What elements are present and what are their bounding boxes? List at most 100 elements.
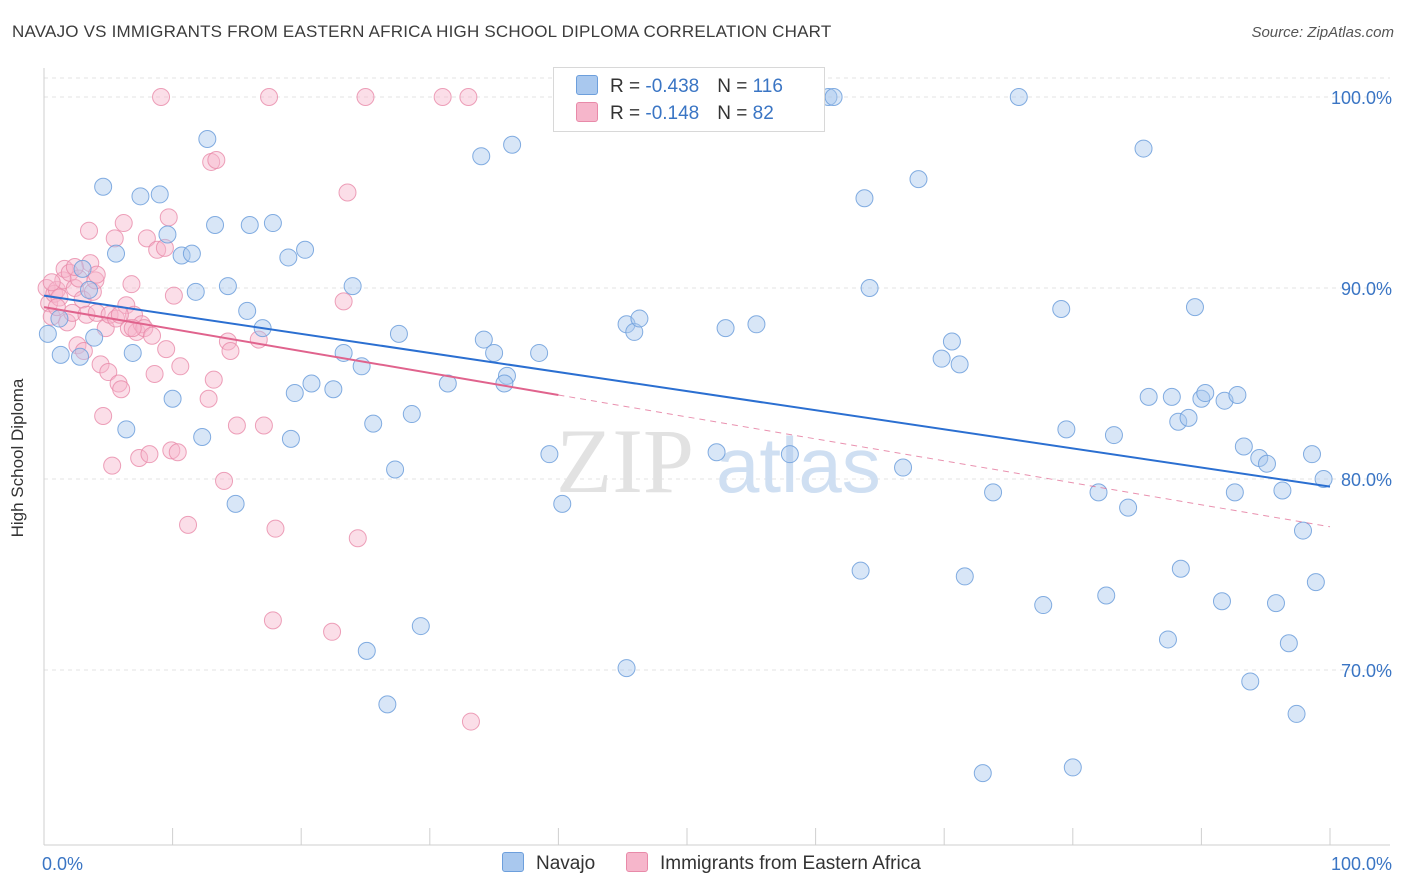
- navajo-point: [438, 374, 457, 393]
- navajo-point: [198, 130, 217, 149]
- legend-r-value: -0.148: [645, 103, 700, 124]
- navajo-point: [530, 343, 549, 362]
- eastafrica-point: [433, 88, 452, 106]
- eastafrica-point: [140, 445, 159, 464]
- navajo-point: [1212, 592, 1231, 611]
- navajo-point: [630, 309, 649, 328]
- navajo-point: [851, 561, 870, 580]
- navajo-point: [1185, 298, 1204, 317]
- bottom-legend-swatch-eastafrica: [626, 852, 648, 872]
- navajo-point: [716, 319, 735, 338]
- bottom-legend-label: Navajo: [536, 853, 596, 874]
- navajo-point: [1009, 88, 1028, 106]
- navajo-point: [1293, 521, 1312, 540]
- legend-row-eastafrica: R = -0.148 N = 82: [576, 102, 774, 126]
- eastafrica-point: [137, 229, 156, 248]
- navajo-point: [302, 374, 321, 393]
- navajo-point: [218, 277, 237, 296]
- navajo-point: [932, 349, 951, 368]
- navajo-point: [894, 458, 913, 477]
- eastafrica-point: [199, 389, 218, 408]
- navajo-point: [824, 88, 843, 106]
- navajo-point: [1139, 387, 1158, 406]
- eastafrica-point: [254, 416, 273, 435]
- navajo-point: [1052, 300, 1071, 319]
- navajo-point: [485, 343, 504, 362]
- navajo-point: [38, 324, 57, 343]
- navajo-point: [617, 659, 636, 678]
- navajo-point: [472, 147, 491, 166]
- eastafrica-point: [80, 221, 99, 240]
- navajo-point: [1225, 483, 1244, 502]
- eastafrica-point: [91, 355, 110, 374]
- navajo-point: [1097, 586, 1116, 605]
- eastafrica-point: [162, 441, 181, 460]
- eastafrica-point: [459, 88, 478, 106]
- navajo-point: [1034, 596, 1053, 615]
- navajo-point: [80, 280, 99, 299]
- navajo-point: [73, 259, 92, 278]
- eastafrica-point: [148, 240, 167, 259]
- legend-n-value: 116: [752, 76, 783, 97]
- navajo-point: [955, 567, 974, 586]
- legend-n-label: N =: [717, 76, 753, 97]
- navajo-point: [343, 277, 362, 296]
- chart-title: NAVAJO VS IMMIGRANTS FROM EASTERN AFRICA…: [12, 22, 832, 41]
- navajo-point: [364, 414, 383, 433]
- navajo-point: [279, 248, 298, 267]
- navajo-point: [131, 187, 150, 206]
- navajo-point: [1241, 672, 1260, 691]
- bottom-legend-swatch-navajo: [502, 852, 524, 872]
- navajo-point: [182, 244, 201, 263]
- legend-n-label: N =: [717, 103, 753, 124]
- navajo-point: [357, 641, 376, 660]
- eastafrica-point: [204, 370, 223, 389]
- navajo-point: [85, 328, 104, 347]
- tick-labels: 70.0% 80.0% 90.0% 100.0% 0.0% 100.0%: [42, 88, 1392, 874]
- navajo-point: [1266, 594, 1285, 613]
- x-tick-label-min: 0.0%: [42, 854, 83, 874]
- legend-r-value: -0.438: [645, 76, 700, 97]
- eastafrica-point: [145, 364, 164, 383]
- eastafrica-point: [227, 416, 246, 435]
- navajo-point: [942, 332, 961, 351]
- navajo-point: [226, 494, 245, 513]
- watermark-atlas: atlas: [716, 421, 881, 509]
- eastafrica-point: [159, 208, 178, 227]
- legend-swatch-eastafrica: [576, 102, 598, 122]
- eastafrica-point: [130, 448, 149, 467]
- navajo-point: [163, 389, 182, 408]
- source-label: Source: ZipAtlas.com: [1251, 24, 1394, 41]
- y-tick-label: 100.0%: [1331, 88, 1392, 108]
- watermark-zip: ZIP: [556, 410, 694, 512]
- navajo-point: [240, 215, 259, 234]
- navajo-point: [186, 282, 205, 301]
- navajo-point: [281, 429, 300, 448]
- navajo-point: [1179, 408, 1198, 427]
- navajo-point: [1287, 704, 1306, 723]
- navajo-point: [625, 322, 644, 341]
- navajo-point: [1104, 426, 1123, 445]
- eastafrica-point: [215, 471, 234, 490]
- eastafrica-point: [348, 529, 367, 548]
- navajo-point: [1169, 412, 1188, 431]
- navajo-point: [909, 170, 928, 189]
- navajo-point: [1314, 470, 1333, 488]
- bottom-legend-eastafrica[interactable]: Immigrants from Eastern Africa: [626, 852, 921, 875]
- navajo-point: [285, 384, 304, 403]
- navajo-point: [553, 494, 572, 513]
- legend-r-label: R =: [610, 76, 646, 97]
- navajo-point: [1119, 498, 1138, 517]
- y-tick-label: 80.0%: [1341, 470, 1392, 490]
- axes: [43, 68, 1390, 846]
- eastafrica-point: [152, 88, 171, 106]
- navajo-point: [1196, 384, 1215, 403]
- legend-r-label: R =: [610, 103, 646, 124]
- legend: R = -0.438 N = 116 R = -0.148 N = 82: [553, 67, 825, 132]
- bottom-legend-navajo[interactable]: Navajo: [502, 852, 595, 875]
- navajo-point: [1134, 139, 1153, 158]
- navajo-point: [474, 330, 493, 349]
- legend-row-navajo: R = -0.438 N = 116: [576, 75, 783, 99]
- navajo-points: [38, 88, 1333, 783]
